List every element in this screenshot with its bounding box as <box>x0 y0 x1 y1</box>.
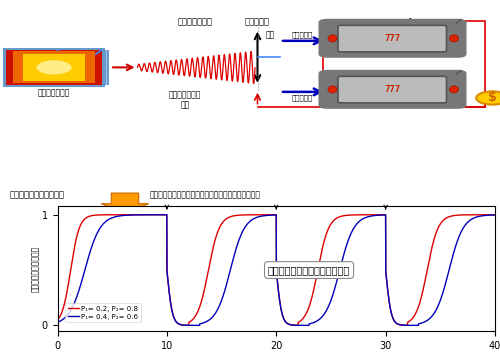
FancyBboxPatch shape <box>4 49 104 86</box>
Ellipse shape <box>450 86 458 93</box>
Text: 777: 777 <box>384 34 400 43</box>
P₁= 0.4, P₂= 0.6 <box>492 213 498 217</box>
P₁= 0.2, P₂= 0.8 <box>414 308 420 312</box>
P₁= 0.2, P₂= 0.8 <box>134 213 140 217</box>
Ellipse shape <box>476 92 500 105</box>
Text: 777: 777 <box>384 85 400 94</box>
P₁= 0.4, P₂= 0.6 <box>381 213 387 217</box>
Text: 報酬に基づいて
調節: 報酬に基づいて 調節 <box>169 90 201 110</box>
Ellipse shape <box>36 60 72 75</box>
Text: 半導体レーザー: 半導体レーザー <box>38 89 70 98</box>
Text: スロットマシン2: スロットマシン2 <box>376 73 414 81</box>
Text: 閾値: 閾値 <box>266 31 275 40</box>
P₁= 0.4, P₂= 0.6 <box>339 259 345 263</box>
Text: 閾値より大: 閾値より大 <box>292 31 313 38</box>
P₁= 0.2, P₂= 0.8 <box>339 214 345 218</box>
Bar <box>12 51 95 83</box>
P₁= 0.2, P₂= 0.8 <box>164 213 170 217</box>
Text: レーザーカオス: レーザーカオス <box>178 17 212 26</box>
P₁= 0.4, P₂= 0.6 <box>222 289 228 293</box>
P₁= 0.2, P₂= 0.8 <box>54 318 60 322</box>
Bar <box>6 50 102 85</box>
P₁= 0.2, P₂= 0.8 <box>222 218 228 222</box>
FancyArrow shape <box>101 193 149 214</box>
Text: 自律的な環境変化の検知と適応: 自律的な環境変化の検知と適応 <box>268 265 350 275</box>
Text: 超高速な強化学習の実現: 超高速な強化学習の実現 <box>10 190 65 199</box>
Text: 網引き原理: 網引き原理 <box>245 17 270 26</box>
P₁= 0.4, P₂= 0.6 <box>414 323 420 327</box>
FancyBboxPatch shape <box>338 76 446 103</box>
Text: $: $ <box>488 92 497 105</box>
P₁= 0.4, P₂= 0.6 <box>54 320 60 325</box>
FancyBboxPatch shape <box>318 70 466 109</box>
P₁= 0.4, P₂= 0.6 <box>317 317 323 321</box>
Ellipse shape <box>328 35 337 42</box>
P₁= 0.4, P₂= 0.6 <box>134 213 140 217</box>
P₁= 0.2, P₂= 0.8 <box>492 213 498 217</box>
Text: 閾値より小: 閾値より小 <box>292 94 313 101</box>
P₁= 0.2, P₂= 0.8 <box>317 257 323 262</box>
Bar <box>322 21 485 107</box>
Ellipse shape <box>328 86 337 93</box>
Text: スロットマシンの当たり確率を入れ替え（環境変化）: スロットマシンの当たり確率を入れ替え（環境変化） <box>150 190 261 199</box>
FancyBboxPatch shape <box>318 19 466 58</box>
FancyBboxPatch shape <box>338 25 446 52</box>
Y-axis label: 正しい意思決定の割合: 正しい意思決定の割合 <box>32 245 40 291</box>
Line: P₁= 0.4, P₂= 0.6: P₁= 0.4, P₂= 0.6 <box>58 215 495 325</box>
Bar <box>105 50 109 85</box>
Line: P₁= 0.2, P₂= 0.8: P₁= 0.2, P₂= 0.8 <box>58 215 495 325</box>
Bar <box>22 54 85 81</box>
Ellipse shape <box>450 35 458 42</box>
Bar <box>106 50 107 85</box>
P₁= 0.4, P₂= 0.6 <box>164 213 170 217</box>
Text: スロットマシン1: スロットマシン1 <box>376 17 414 26</box>
P₁= 0.2, P₂= 0.8 <box>404 323 410 327</box>
P₁= 0.2, P₂= 0.8 <box>381 213 387 217</box>
P₁= 0.4, P₂= 0.6 <box>416 323 422 327</box>
Legend: P₁= 0.2, P₂= 0.8, P₁= 0.4, P₂= 0.6: P₁= 0.2, P₂= 0.8, P₁= 0.4, P₂= 0.6 <box>66 303 141 322</box>
